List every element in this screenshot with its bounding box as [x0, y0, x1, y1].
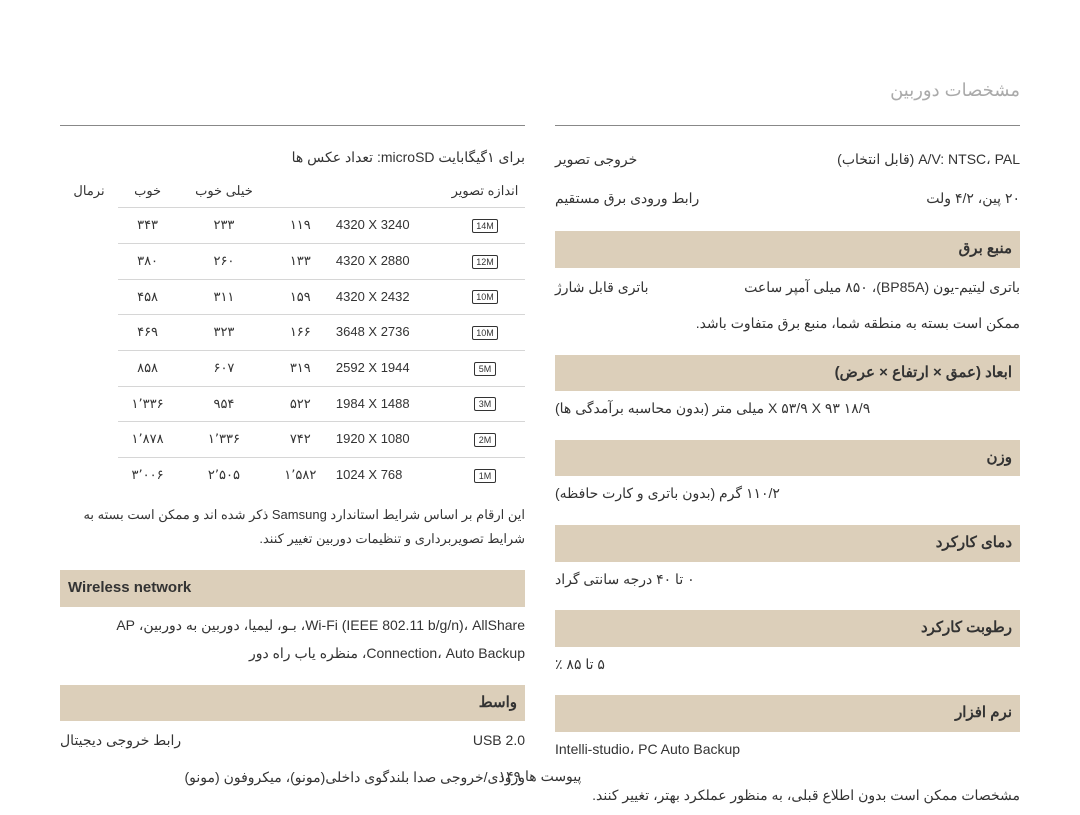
- digital-out-row: رابط خروجی دیجیتال USB 2.0: [60, 721, 525, 760]
- section-humidity: رطوبت کارکرد: [555, 610, 1020, 647]
- column-right: برای ۱گیگابایت microSD: تعداد عکس ها اند…: [60, 125, 525, 813]
- resolution: 4320 X 3240: [330, 208, 445, 244]
- digital-out-label: رابط خروجی دیجیتال: [60, 727, 181, 754]
- dc-in-value: ۲۰ پین، ۴/۲ ولت: [926, 185, 1020, 212]
- rule: [555, 125, 1020, 126]
- columns: برای ۱گیگابایت microSD: تعداد عکس ها اند…: [60, 125, 1020, 813]
- table-row: 12M4320 X 2880۱۳۳۲۶۰۳۸۰: [60, 243, 525, 279]
- count-normal: ۳۴۳: [118, 208, 177, 244]
- count-fine: ۱٬۳۳۶: [177, 422, 271, 458]
- battery-row: باتری قابل شارژ باتری لیتیم-یون (BP85A)،…: [555, 268, 1020, 307]
- th-a: خیلی خوب: [177, 175, 271, 208]
- count-fine: ۶۰۷: [177, 351, 271, 387]
- dc-in-row: رابط ورودی برق مستقیم ۲۰ پین، ۴/۲ ولت: [555, 179, 1020, 218]
- table-row: 10M4320 X 2432۱۵۹۳۱۱۴۵۸: [60, 279, 525, 315]
- count-superfine: ۱۵۹: [271, 279, 330, 315]
- digital-out-value: USB 2.0: [473, 727, 525, 754]
- count-fine: ۲۳۳: [177, 208, 271, 244]
- section-op-temp: دمای کارکرد: [555, 525, 1020, 562]
- count-normal: ۱٬۸۷۸: [118, 422, 177, 458]
- video-out-row: خروجی تصویر A/V: NTSC، PAL (قابل انتخاب): [555, 140, 1020, 179]
- wireless-text: Wi-Fi (IEEE 802.11 b/g/n)، AllShare، بـو…: [60, 607, 525, 671]
- image-count-table: اندازه تصویر خیلی خوب خوب نرمال 14M4320 …: [60, 175, 525, 493]
- count-normal: ۱٬۳۳۶: [118, 386, 177, 422]
- count-superfine: ۳۱۹: [271, 351, 330, 387]
- weight-value: ۱۱۰/۲ گرم (بدون باتری و کارت حافظه): [555, 476, 1020, 511]
- th-icon: [330, 175, 445, 208]
- page: مشخصات دوربین برای ۱گیگابایت microSD: تع…: [0, 0, 1080, 815]
- section-weight: وزن: [555, 440, 1020, 477]
- count-fine: ۳۲۳: [177, 315, 271, 351]
- footer: پیوست ها ۱۴۹: [0, 768, 1080, 785]
- res-icon: 2M: [445, 422, 525, 458]
- resolution: 1920 X 1080: [330, 422, 445, 458]
- table-header-row: اندازه تصویر خیلی خوب خوب نرمال: [60, 175, 525, 208]
- count-normal: ۴۶۹: [118, 315, 177, 351]
- section-power: منبع برق: [555, 231, 1020, 268]
- table-row: 5M2592 X 1944۳۱۹۶۰۷۸۵۸: [60, 351, 525, 387]
- count-normal: ۸۵۸: [118, 351, 177, 387]
- section-wireless: Wireless network: [60, 570, 525, 607]
- humidity-value: ۵ تا ۸۵ ٪: [555, 647, 1020, 682]
- count-superfine: ۱۳۳: [271, 243, 330, 279]
- res-icon: 10M: [445, 279, 525, 315]
- count-normal: ۳۸۰: [118, 243, 177, 279]
- count-superfine: ۱۶۶: [271, 315, 330, 351]
- table-row: 10M3648 X 2736۱۶۶۳۲۳۴۶۹: [60, 315, 525, 351]
- count-fine: ۲٬۵۰۵: [177, 458, 271, 493]
- side-label: اندازه تصویر: [445, 175, 525, 208]
- table-row: 1M1024 X 768۱٬۵۸۲۲٬۵۰۵۳٬۰۰۶: [60, 458, 525, 493]
- count-fine: ۲۶۰: [177, 243, 271, 279]
- battery-label: باتری قابل شارژ: [555, 274, 649, 301]
- software-value: Intelli-studio، PC Auto Backup: [555, 732, 1020, 767]
- table-row: 3M1984 X 1488۵۲۲۹۵۴۱٬۳۳۶: [60, 386, 525, 422]
- count-superfine: ۱۱۹: [271, 208, 330, 244]
- op-temp-value: ۰ تا ۴۰ درجه سانتی گراد: [555, 562, 1020, 597]
- count-superfine: ۱٬۵۸۲: [271, 458, 330, 493]
- table-row: 14M4320 X 3240۱۱۹۲۳۳۳۴۳: [60, 208, 525, 244]
- resolution: 4320 X 2432: [330, 279, 445, 315]
- res-icon: 5M: [445, 351, 525, 387]
- page-title: مشخصات دوربین: [60, 80, 1020, 101]
- resolution: 2592 X 1944: [330, 351, 445, 387]
- storage-note: این ارقام بر اساس شرایط استاندارد Samsun…: [60, 503, 525, 552]
- count-normal: ۳٬۰۰۶: [118, 458, 177, 493]
- dc-in-label: رابط ورودی برق مستقیم: [555, 185, 699, 212]
- dims-value: ۱۸/۹ X ۵۳/۹ X ۹۳ میلی متر (بدون محاسبه ب…: [555, 391, 1020, 426]
- power-note: ممکن است بسته به منطقه شما، منبع برق متف…: [555, 306, 1020, 341]
- res-icon: 10M: [445, 315, 525, 351]
- th-res: [271, 175, 330, 208]
- resolution: 1024 X 768: [330, 458, 445, 493]
- res-icon: 3M: [445, 386, 525, 422]
- count-fine: ۳۱۱: [177, 279, 271, 315]
- res-icon: 14M: [445, 208, 525, 244]
- battery-value: باتری لیتیم-یون (BP85A)، ۸۵۰ میلی آمپر س…: [744, 274, 1020, 301]
- res-icon: 12M: [445, 243, 525, 279]
- resolution: 4320 X 2880: [330, 243, 445, 279]
- table-row: 2M1920 X 1080۷۴۲۱٬۳۳۶۱٬۸۷۸: [60, 422, 525, 458]
- th-c: نرمال: [60, 175, 118, 208]
- count-superfine: ۵۲۲: [271, 386, 330, 422]
- section-dims: ابعاد (عمق × ارتفاع × عرض): [555, 355, 1020, 392]
- storage-caption: برای ۱گیگابایت microSD: تعداد عکس ها: [60, 140, 525, 175]
- resolution: 3648 X 2736: [330, 315, 445, 351]
- count-normal: ۴۵۸: [118, 279, 177, 315]
- section-interface: واسط: [60, 685, 525, 722]
- count-superfine: ۷۴۲: [271, 422, 330, 458]
- th-b: خوب: [118, 175, 177, 208]
- rule: [60, 125, 525, 126]
- video-out-label: خروجی تصویر: [555, 146, 637, 173]
- section-software: نرم افزار: [555, 695, 1020, 732]
- resolution: 1984 X 1488: [330, 386, 445, 422]
- count-fine: ۹۵۴: [177, 386, 271, 422]
- res-icon: 1M: [445, 458, 525, 493]
- column-left: خروجی تصویر A/V: NTSC، PAL (قابل انتخاب)…: [555, 125, 1020, 813]
- video-out-value: A/V: NTSC، PAL (قابل انتخاب): [837, 146, 1020, 173]
